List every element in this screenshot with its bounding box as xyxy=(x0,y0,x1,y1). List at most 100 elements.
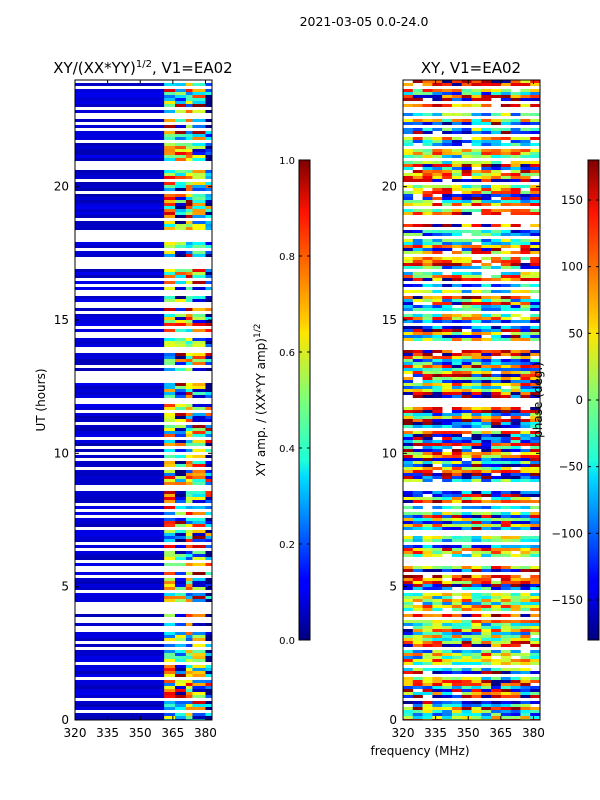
phase-cell xyxy=(520,524,531,527)
phase-cell xyxy=(481,326,492,329)
phase-cell xyxy=(481,632,492,635)
phase-cell xyxy=(510,644,521,647)
phase-cell xyxy=(432,380,443,383)
phase-cell xyxy=(412,632,423,635)
phase-cell xyxy=(432,140,443,143)
phase-cell xyxy=(432,506,443,509)
x-tick-label: 350 xyxy=(129,726,152,740)
phase-cell xyxy=(461,497,472,500)
phase-cell xyxy=(520,80,531,83)
phase-cell xyxy=(481,593,492,596)
phase-cell xyxy=(500,518,511,521)
phase-cell xyxy=(442,185,453,188)
phase-cell xyxy=(461,410,472,413)
amplitude-cell xyxy=(192,137,206,140)
phase-cell xyxy=(471,587,482,590)
phase-cell xyxy=(442,284,453,287)
phase-cell xyxy=(412,164,423,167)
phase-cell xyxy=(500,653,511,656)
phase-cell xyxy=(461,389,472,392)
amplitude-cell xyxy=(75,197,165,200)
phase-cell xyxy=(403,200,414,203)
phase-cell xyxy=(520,152,531,155)
phase-cell xyxy=(432,677,443,680)
amplitude-cell xyxy=(205,224,212,227)
phase-cell xyxy=(422,524,433,527)
amplitude-cell xyxy=(75,212,165,215)
phase-cell xyxy=(471,113,482,116)
phase-cell xyxy=(500,524,511,527)
phase-cell xyxy=(412,524,423,527)
phase-cell xyxy=(461,710,472,713)
phase-cell xyxy=(500,188,511,191)
phase-cell xyxy=(422,257,433,260)
amplitude-cell xyxy=(185,155,193,158)
phase-cell xyxy=(422,83,433,86)
phase-cell xyxy=(500,173,511,176)
phase-cell xyxy=(461,455,472,458)
phase-cell xyxy=(451,473,463,476)
amplitude-cell xyxy=(185,593,193,596)
phase-cell xyxy=(481,416,492,419)
amplitude-cell xyxy=(175,512,187,515)
phase-cell xyxy=(500,266,511,269)
phase-cell xyxy=(491,173,502,176)
amplitude-cell xyxy=(185,521,193,524)
amplitude-cell xyxy=(164,362,176,365)
phase-cell xyxy=(471,95,482,98)
phase-cell xyxy=(461,392,472,395)
phase-cell xyxy=(403,536,414,539)
phase-cell xyxy=(481,338,492,341)
phase-cell xyxy=(520,452,531,455)
phase-cell xyxy=(510,695,521,698)
phase-cell xyxy=(530,596,540,599)
phase-cell xyxy=(500,608,511,611)
amplitude-cell xyxy=(192,650,206,653)
phase-cell xyxy=(481,386,492,389)
phase-cell xyxy=(500,683,511,686)
amplitude-cell xyxy=(75,689,165,692)
amplitude-cell xyxy=(185,353,193,356)
amplitude-cell xyxy=(185,413,193,416)
phase-cell xyxy=(500,410,511,413)
phase-cell xyxy=(510,422,521,425)
amplitude-cell xyxy=(205,704,212,707)
phase-cell xyxy=(442,575,453,578)
phase-cell xyxy=(432,83,443,86)
phase-cell xyxy=(471,155,482,158)
phase-cell xyxy=(461,140,472,143)
phase-cell xyxy=(500,389,511,392)
phase-cell xyxy=(422,593,433,596)
amplitude-cell xyxy=(185,479,193,482)
phase-cell xyxy=(442,239,453,242)
phase-cell xyxy=(500,575,511,578)
phase-cell xyxy=(451,140,463,143)
phase-cell xyxy=(422,179,433,182)
phase-cell xyxy=(530,452,540,455)
phase-cell xyxy=(500,632,511,635)
phase-cell xyxy=(442,599,453,602)
amplitude-cell xyxy=(175,665,187,668)
phase-cell xyxy=(461,644,472,647)
phase-cell xyxy=(432,224,443,227)
phase-cell xyxy=(422,329,433,332)
phase-cell xyxy=(520,200,531,203)
phase-cell xyxy=(412,515,423,518)
phase-cell xyxy=(530,95,540,98)
phase-cell xyxy=(491,128,502,131)
phase-cell xyxy=(481,422,492,425)
amplitude-cell xyxy=(205,176,212,179)
phase-cell xyxy=(500,143,511,146)
phase-cell xyxy=(412,152,423,155)
phase-cell xyxy=(471,383,482,386)
phase-cell xyxy=(412,620,423,623)
phase-cell xyxy=(451,476,463,479)
phase-cell xyxy=(471,248,482,251)
phase-cell xyxy=(520,413,531,416)
amplitude-cell xyxy=(185,623,193,626)
phase-cell xyxy=(491,641,502,644)
phase-cell xyxy=(422,626,433,629)
phase-cell xyxy=(432,356,443,359)
phase-cell xyxy=(451,677,463,680)
phase-cell xyxy=(481,491,492,494)
